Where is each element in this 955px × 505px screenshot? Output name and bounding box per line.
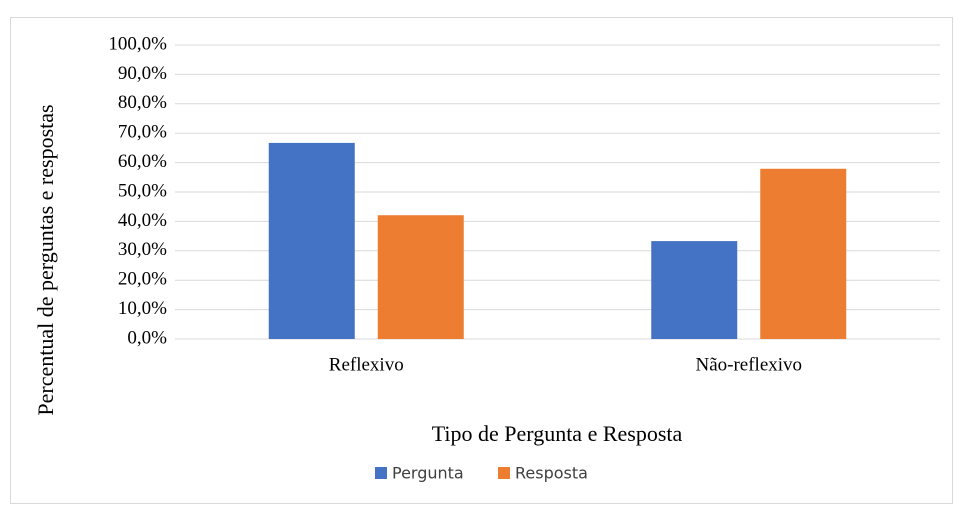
x-axis-title: Tipo de Pergunta e Resposta — [432, 421, 683, 446]
bar — [377, 215, 464, 339]
legend-swatch — [375, 467, 387, 479]
y-tick-label: 70,0% — [118, 122, 167, 143]
legend-label: Pergunta — [392, 464, 464, 483]
legend-swatch — [498, 467, 510, 479]
y-tick-label: 40,0% — [118, 210, 167, 231]
y-axis-title: Percentual de perguntas e respostas — [33, 104, 58, 415]
y-tick-label: 60,0% — [118, 151, 167, 172]
x-tick-label: Reflexivo — [329, 354, 404, 375]
y-tick-label: 100,0% — [108, 33, 167, 54]
y-tick-label: 50,0% — [118, 180, 167, 201]
y-tick-label: 0,0% — [127, 327, 167, 348]
y-tick-label: 90,0% — [118, 63, 167, 84]
legend-label: Resposta — [515, 464, 588, 483]
y-tick-label: 80,0% — [118, 92, 167, 113]
y-tick-label: 30,0% — [118, 239, 167, 260]
x-tick-label: Não-reflexivo — [695, 354, 802, 375]
bar — [651, 241, 738, 339]
bar — [760, 168, 847, 339]
y-tick-label: 20,0% — [118, 269, 167, 290]
bar — [268, 142, 355, 339]
y-tick-label: 10,0% — [118, 298, 167, 319]
